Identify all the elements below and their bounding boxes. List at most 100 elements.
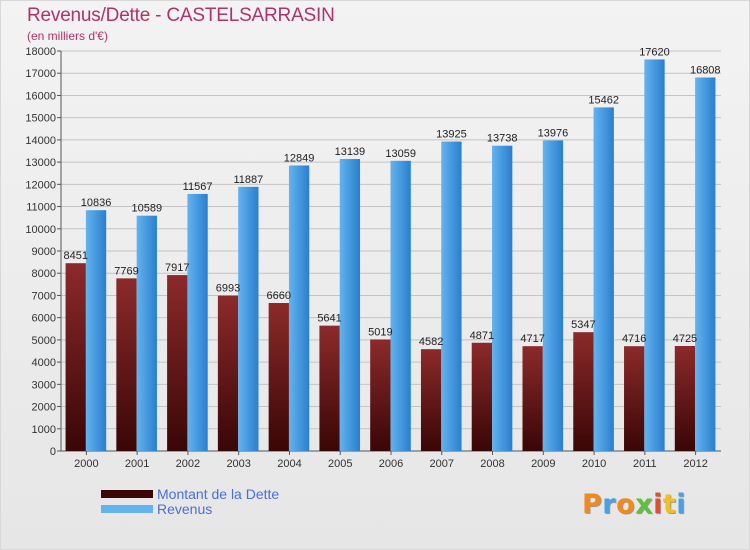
bar-dette xyxy=(573,332,594,451)
bar-dette xyxy=(420,349,442,451)
value-label-dette: 4582 xyxy=(419,336,443,348)
y-tick-label: 4000 xyxy=(32,357,56,369)
bar-dette xyxy=(116,278,137,451)
value-label-dette: 7917 xyxy=(165,262,189,274)
x-tick-label: 2007 xyxy=(430,458,454,470)
y-tick-label: 5000 xyxy=(32,335,56,347)
bar-revenus xyxy=(593,107,614,452)
y-tick-label: 8000 xyxy=(32,268,56,280)
bar-revenus xyxy=(441,141,462,452)
bar-dette xyxy=(522,346,543,451)
value-label-dette: 4716 xyxy=(622,333,646,345)
legend-label-revenus: Revenus xyxy=(157,500,213,517)
bar-dette xyxy=(65,263,86,451)
x-tick-label: 2004 xyxy=(277,458,301,470)
value-label-revenus: 13059 xyxy=(385,148,416,160)
y-tick-label: 3000 xyxy=(32,379,56,391)
value-label-revenus: 10589 xyxy=(132,203,163,215)
value-label-revenus: 12849 xyxy=(284,152,315,164)
legend-label-dette: Montant de la Dette xyxy=(157,485,280,502)
value-label-dette: 8451 xyxy=(63,250,87,262)
value-label-revenus: 11887 xyxy=(233,174,263,186)
x-tick-label: 2006 xyxy=(379,458,403,470)
y-tick-label: 14000 xyxy=(25,135,56,147)
x-tick-label: 2001 xyxy=(125,458,149,470)
y-tick-label: 1000 xyxy=(32,424,56,436)
y-tick-label: 9000 xyxy=(32,246,56,258)
value-label-dette: 7769 xyxy=(114,265,138,277)
y-tick-label: 16000 xyxy=(25,90,56,102)
y-tick-label: 2000 xyxy=(32,402,56,414)
value-label-dette: 6993 xyxy=(216,283,240,295)
bar-revenus xyxy=(238,186,259,451)
logo-letter: r xyxy=(602,489,617,520)
value-label-dette: 5347 xyxy=(571,319,595,331)
legend: Montant de la Dette Revenus xyxy=(101,485,280,517)
x-tick-label: 2005 xyxy=(328,458,352,470)
proxiti-logo: Proxiti xyxy=(582,489,686,520)
value-label-dette: 4717 xyxy=(520,333,544,345)
value-label-revenus: 13738 xyxy=(487,133,518,145)
x-tick-label: 2002 xyxy=(176,458,200,470)
logo-letter: o xyxy=(616,489,636,520)
y-tick-label: 18000 xyxy=(25,46,56,58)
value-label-dette: 6660 xyxy=(267,290,291,302)
bar-dette xyxy=(471,342,493,451)
axes: 0 1000 2000 3000 4000 5000 6000 7000 8000 9000 100… xyxy=(25,46,721,470)
bar-revenus xyxy=(339,159,361,451)
x-tick-label: 2012 xyxy=(683,458,707,470)
value-label-revenus: 13139 xyxy=(335,146,366,158)
labels: 8451 10836 7769 10589 7917 11567 6993 11887 6660… xyxy=(63,46,720,348)
bars xyxy=(65,59,716,452)
y-tick-label: 10000 xyxy=(25,224,56,236)
bar-revenus xyxy=(85,210,107,451)
bar-revenus xyxy=(136,215,157,451)
y-tick-label: 13000 xyxy=(25,157,56,169)
bar-dette xyxy=(319,325,340,451)
bar-dette xyxy=(674,346,696,451)
bar-dette xyxy=(370,339,391,451)
x-tick-label: 2011 xyxy=(633,458,657,470)
chart-subtitle: (en milliers d'€) xyxy=(27,29,108,43)
logo-letter: P xyxy=(582,489,603,520)
logo-letter: i xyxy=(653,489,663,520)
x-tick-label: 2010 xyxy=(582,458,606,470)
value-label-revenus: 16808 xyxy=(690,64,721,76)
bar-dette xyxy=(624,346,645,451)
y-tick-label: 11000 xyxy=(26,202,56,214)
bar-revenus xyxy=(695,77,716,451)
logo-letter: i xyxy=(676,489,687,520)
value-label-revenus: 13925 xyxy=(436,129,467,141)
x-tick-label: 2008 xyxy=(480,458,504,470)
legend-item-revenus: Revenus xyxy=(101,500,279,517)
value-label-revenus: 15462 xyxy=(588,94,619,106)
bar-revenus xyxy=(288,165,310,451)
legend-swatch-dette xyxy=(101,489,153,498)
value-label-revenus: 13976 xyxy=(538,127,569,139)
y-tick-label: 17000 xyxy=(25,68,56,80)
legend-swatch-revenus xyxy=(101,504,153,513)
logo-letter: x xyxy=(635,489,654,520)
logo-letter: t xyxy=(662,489,677,520)
bar-dette xyxy=(167,275,188,451)
value-label-dette: 5641 xyxy=(317,313,341,325)
bar-revenus xyxy=(644,59,665,451)
value-label-dette: 5019 xyxy=(368,326,392,338)
y-tick-label: 12000 xyxy=(25,179,56,191)
legend-item-dette: Montant de la Dette xyxy=(101,485,280,502)
x-tick-label: 2000 xyxy=(74,458,98,470)
chart-title: Revenus/Dette - CASTELSARRASIN xyxy=(27,5,335,26)
y-tick-label: 15000 xyxy=(25,113,56,125)
y-tick-label: 6000 xyxy=(32,313,56,325)
y-tick-label: 7000 xyxy=(32,290,56,302)
value-label-dette: 4871 xyxy=(470,330,494,342)
bar-revenus xyxy=(187,193,208,451)
bar-dette xyxy=(268,303,289,451)
x-tick-label: 2009 xyxy=(531,458,555,470)
value-label-revenus: 10836 xyxy=(81,197,112,209)
bar-revenus xyxy=(492,145,513,451)
y-tick-label: 0 xyxy=(50,446,56,458)
value-label-dette: 4725 xyxy=(673,333,697,345)
bar-revenus xyxy=(390,160,411,452)
